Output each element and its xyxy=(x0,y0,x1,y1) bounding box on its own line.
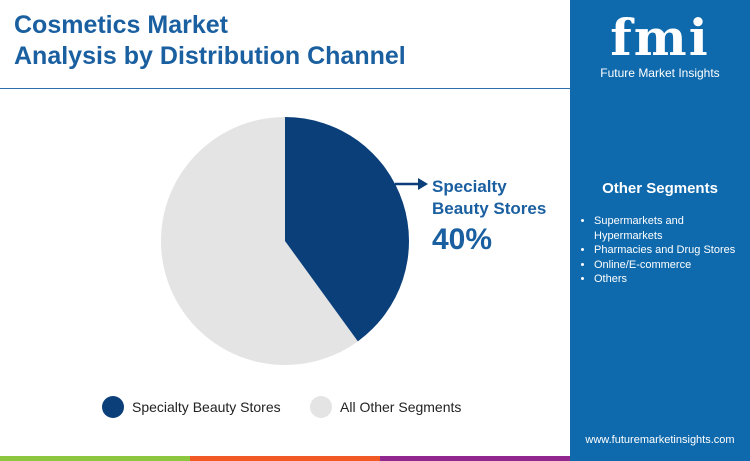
logo-name: Future Market Insights xyxy=(600,66,720,80)
legend-item-other: All Other Segments xyxy=(310,396,461,418)
footer-bar-purple xyxy=(380,456,570,461)
callout-value: 40% xyxy=(432,223,493,256)
website-link[interactable]: www.futuremarketinsights.com xyxy=(585,434,735,446)
legend-swatch xyxy=(102,396,124,418)
fmi-logo: fmi Future Market Insights xyxy=(590,8,730,81)
legend-label: All Other Segments xyxy=(340,399,462,415)
title-line-1: Cosmetics Market xyxy=(14,11,228,39)
list-item: Others xyxy=(594,272,750,287)
list-item: Online/E-commerce xyxy=(594,258,750,273)
legend-label: Specialty Beauty Stores xyxy=(132,399,281,415)
pie-slice-1 xyxy=(160,117,358,365)
other-segments-heading: Other Segments xyxy=(602,180,718,197)
footer-bar-green xyxy=(0,456,190,461)
chart-title: Cosmetics Market Analysis by Distribution… xyxy=(14,10,406,72)
callout-arrow-head xyxy=(418,178,428,190)
pie-slice-0 xyxy=(285,117,409,342)
title-line-2: Analysis by Distribution Channel xyxy=(14,42,406,70)
pie-chart xyxy=(160,117,428,365)
list-item: Supermarkets and Hypermarkets xyxy=(594,214,750,243)
callout-text: Specialty Beauty Stores xyxy=(432,177,547,218)
legend-swatch xyxy=(310,396,332,418)
side-panel: fmi Future Market Insights Other Segments… xyxy=(570,0,750,461)
title-divider xyxy=(0,88,570,89)
footer-bar-orange xyxy=(190,456,380,461)
other-segments-list: Supermarkets and Hypermarkets Pharmacies… xyxy=(580,214,750,287)
list-item: Pharmacies and Drug Stores xyxy=(594,243,750,258)
callout-label: Specialty Beauty Stores 40% xyxy=(432,176,562,260)
legend-item-specialty: Specialty Beauty Stores xyxy=(102,396,281,418)
logo-mark: fmi xyxy=(610,8,710,67)
